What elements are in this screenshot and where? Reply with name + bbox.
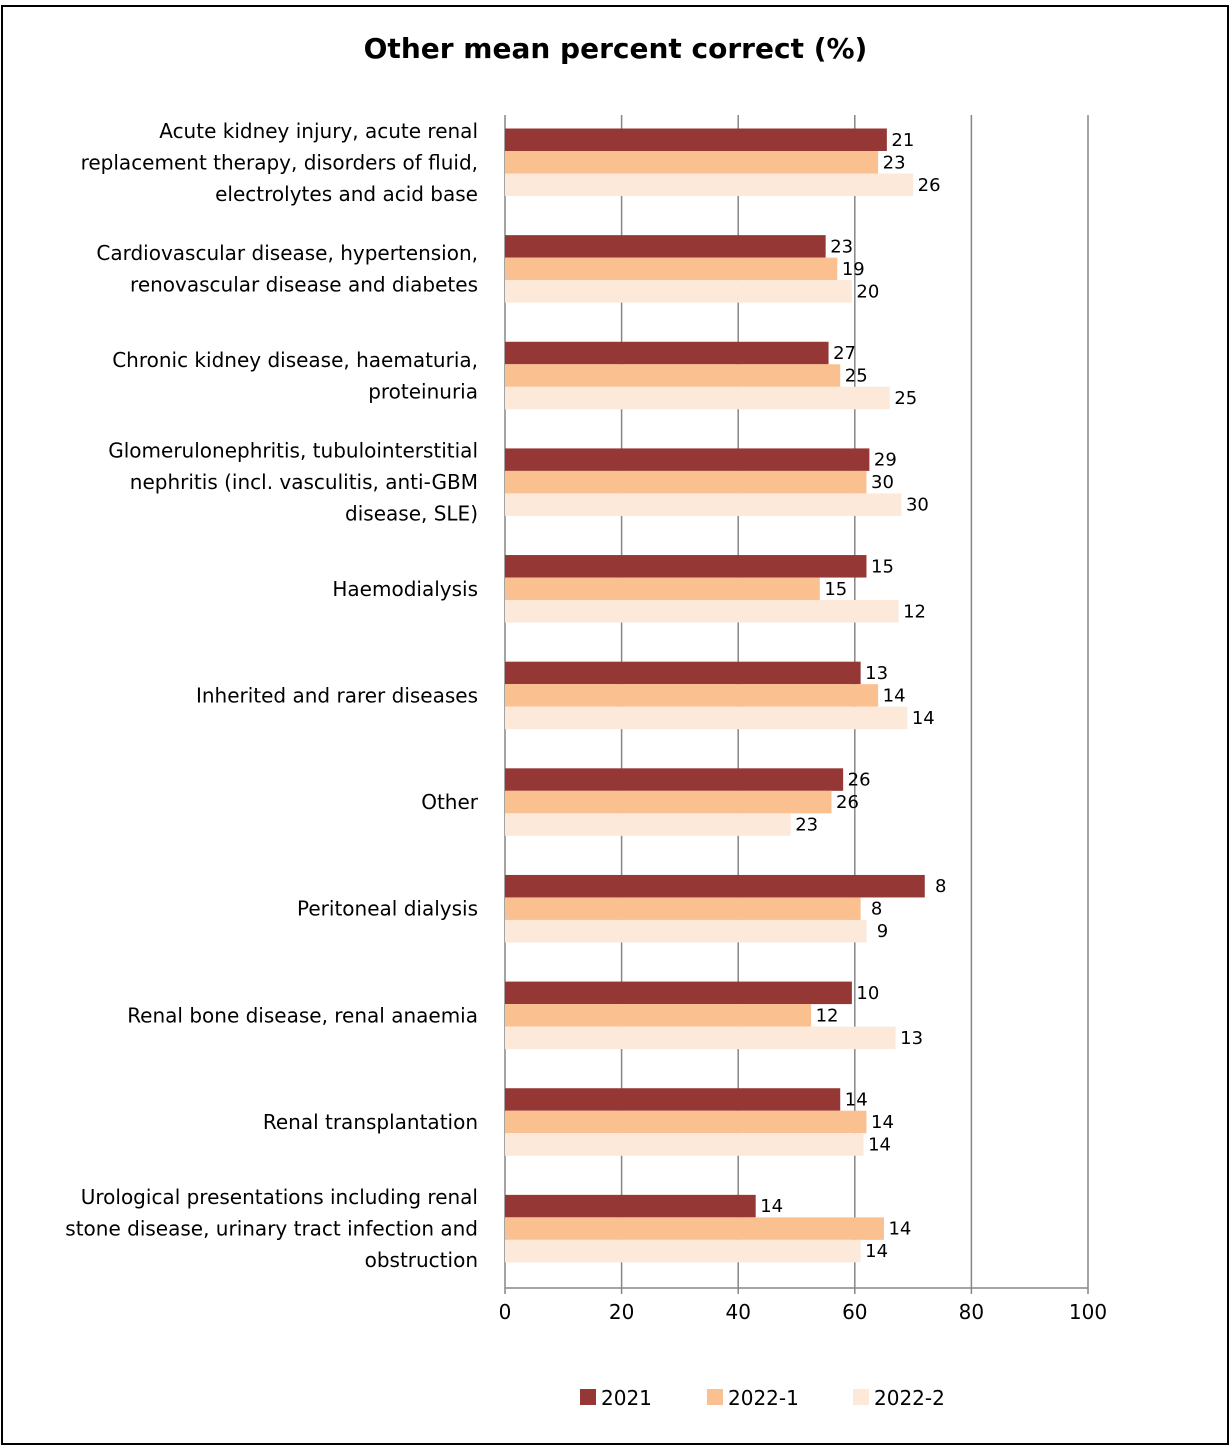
category-label: Cardiovascular disease, hypertension, [96,241,478,265]
legend-label: 2022-2 [874,1386,945,1410]
bar-2021 [505,981,852,1005]
data-label: 23 [795,815,818,836]
category-label: nephritis (incl. vasculitis, anti-GBM [130,470,478,494]
bar-2022-1 [505,470,867,494]
bar-2022-2 [505,1026,896,1050]
category-label: proteinuria [368,379,478,403]
bar-2022-2 [505,386,890,410]
legend-swatch [580,1389,596,1405]
data-label: 15 [871,556,894,577]
bar-2022-2 [505,813,791,836]
bar-2022-1 [505,897,861,920]
data-label: 30 [906,495,929,516]
bar-2021 [505,128,887,151]
data-label: 13 [865,663,888,684]
category-label: electrolytes and acid base [215,182,478,206]
bar-2022-2 [505,706,908,730]
bar-2022-1 [505,1217,884,1240]
bar-2022-2 [505,919,867,943]
data-label: 14 [760,1196,783,1217]
data-label: 19 [842,259,865,280]
bar-2022-1 [505,1004,812,1027]
category-label: Glomerulonephritis, tubulointerstitial [108,439,478,463]
data-label: 8 [871,899,882,920]
x-tick-label: 40 [725,1300,750,1324]
bar-2022-1 [505,364,841,387]
category-label: Acute kidney injury, acute renal [159,119,478,143]
data-label: 12 [903,601,926,622]
legend-swatch [853,1389,869,1405]
category-label: Peritoneal dialysis [297,897,478,921]
data-label: 14 [871,1112,894,1133]
data-label: 30 [871,472,894,493]
data-label: 29 [874,450,897,471]
category-label: disease, SLE) [345,502,478,526]
legend-label: 2022-1 [728,1386,799,1410]
bar-2021 [505,768,844,791]
data-label: 26 [836,792,859,813]
bar-2022-2 [505,600,899,623]
bar-2022-2 [505,173,914,196]
bar-2021 [505,341,829,365]
data-label: 15 [824,579,847,600]
data-label: 8 [935,876,946,897]
bar-2022-2 [505,280,852,303]
bar-2022-1 [505,577,820,601]
bar-2022-1 [505,790,832,814]
category-label: renovascular disease and diabetes [130,273,478,297]
legend-label: 2021 [601,1386,652,1410]
bar-2022-1 [505,1110,867,1134]
data-label: 13 [900,1028,923,1049]
legend-swatch [707,1389,723,1405]
chart-title: Other mean percent correct (%) [363,32,868,65]
category-label: replacement therapy, disorders of fluid, [81,150,478,174]
bar-2021 [505,874,925,898]
x-tick-label: 60 [842,1300,867,1324]
category-label: Inherited and rarer diseases [196,683,478,707]
data-label: 14 [845,1089,868,1110]
data-label: 14 [888,1219,911,1240]
bar-2022-2 [505,493,902,516]
data-label: 25 [845,366,868,387]
data-label: 23 [830,236,853,257]
x-tick-label: 20 [609,1300,634,1324]
data-label: 23 [883,152,906,173]
bar-2022-2 [505,1133,864,1156]
data-label: 10 [856,983,879,1004]
bar-2022-1 [505,257,838,281]
x-tick-label: 0 [499,1300,512,1324]
bar-2022-2 [505,1239,861,1263]
bar-2022-1 [505,684,879,707]
bar-2021 [505,1194,756,1218]
category-label: Urological presentations including renal [81,1185,478,1209]
data-label: 14 [912,708,935,729]
data-label: 14 [865,1241,888,1262]
data-label: 25 [894,388,917,409]
data-label: 12 [816,1005,839,1026]
data-label: 26 [918,175,941,196]
bar-2022-1 [505,151,879,174]
data-label: 26 [848,770,871,791]
category-label: Other [421,790,479,814]
category-label: Haemodialysis [332,577,478,601]
category-label: obstruction [365,1248,478,1272]
bar-2021 [505,448,870,471]
data-label: 21 [891,130,914,151]
x-tick-label: 80 [959,1300,984,1324]
bar-2021 [505,1088,841,1111]
bar-2021 [505,661,861,685]
data-label: 14 [883,685,906,706]
x-tick-label: 100 [1069,1300,1107,1324]
data-label: 27 [833,343,856,364]
category-label: Chronic kidney disease, haematuria, [112,348,478,372]
category-label: Renal transplantation [263,1110,478,1134]
bar-2021 [505,555,867,578]
bar-2021 [505,235,826,258]
category-label: stone disease, urinary tract infection a… [65,1217,478,1241]
data-label: 14 [868,1134,891,1155]
data-label: 20 [856,281,879,302]
data-label: 9 [877,921,888,942]
category-label: Renal bone disease, renal anaemia [127,1003,478,1027]
